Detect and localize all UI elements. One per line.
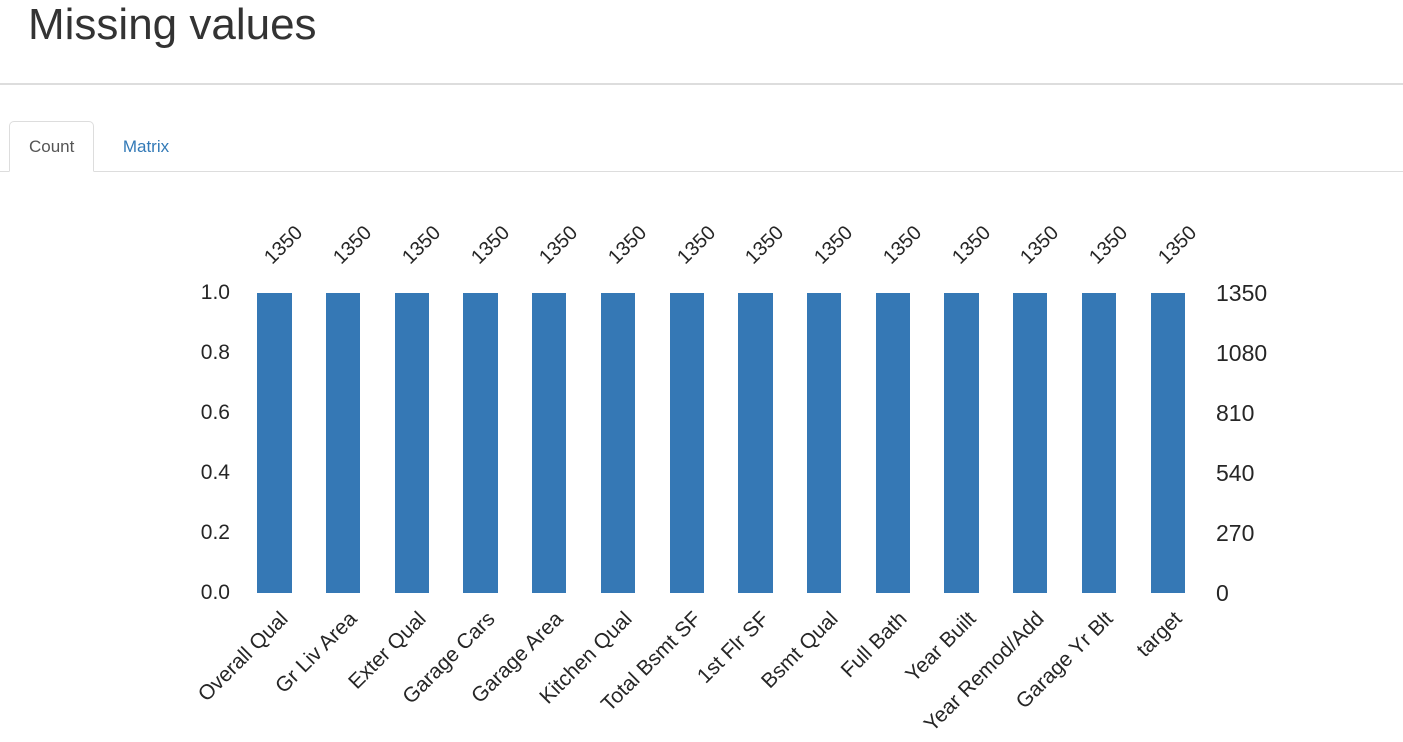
bar bbox=[1150, 293, 1185, 593]
y-axis-left-tick-label: 1.0 bbox=[200, 281, 230, 304]
tab-count[interactable]: Count bbox=[9, 121, 95, 172]
y-axis-left-tick-label: 0.6 bbox=[200, 401, 230, 424]
tab-matrix[interactable]: Matrix bbox=[103, 121, 189, 172]
y-axis-left-tick-label: 0.2 bbox=[200, 521, 230, 544]
header-divider bbox=[0, 83, 1403, 85]
bar-value-label: 1350 bbox=[466, 221, 514, 269]
page-title: Missing values bbox=[28, 0, 317, 49]
y-axis-left-tick-label: 0.0 bbox=[200, 581, 230, 604]
bar bbox=[257, 293, 292, 593]
x-tick-label: target bbox=[1131, 607, 1187, 662]
tab-matrix-label: Matrix bbox=[122, 137, 170, 156]
bar bbox=[394, 293, 429, 593]
y-axis-right-tick-label: 0 bbox=[1216, 580, 1229, 606]
x-tick-label: Full Bath bbox=[836, 607, 912, 683]
bar bbox=[532, 293, 567, 593]
bar bbox=[875, 293, 910, 593]
x-tick-label: Overall Qual bbox=[194, 607, 293, 707]
bar bbox=[325, 293, 361, 593]
bar bbox=[669, 293, 704, 593]
bar-value-label: 1350 bbox=[1153, 221, 1201, 269]
tab-bar: Count Matrix bbox=[0, 121, 1403, 172]
bar-value-label: 1350 bbox=[1016, 221, 1064, 269]
bar-value-label: 1350 bbox=[397, 221, 445, 269]
bar-value-label: 1350 bbox=[947, 221, 995, 269]
bar-value-label: 1350 bbox=[535, 221, 583, 269]
y-axis-right-tick-label: 540 bbox=[1216, 460, 1255, 486]
bar-value-label: 1350 bbox=[260, 221, 308, 269]
bar-value-label: 1350 bbox=[1085, 221, 1133, 269]
bar bbox=[463, 293, 498, 593]
bar bbox=[738, 293, 773, 593]
bar-value-label: 1350 bbox=[810, 221, 858, 269]
bar bbox=[806, 293, 842, 593]
y-axis-right-tick-label: 270 bbox=[1216, 520, 1255, 546]
bar bbox=[600, 293, 636, 593]
y-axis-right-tick-label: 1350 bbox=[1216, 280, 1268, 306]
y-axis-left-tick-label: 0.8 bbox=[200, 341, 230, 364]
bar-value-label: 1350 bbox=[672, 221, 720, 269]
bar bbox=[944, 293, 979, 593]
y-axis-right-tick-label: 810 bbox=[1216, 400, 1255, 426]
bar bbox=[1081, 293, 1117, 593]
tab-count-label: Count bbox=[29, 137, 75, 156]
bar-value-label: 1350 bbox=[329, 221, 377, 269]
bar-value-label: 1350 bbox=[604, 221, 652, 269]
y-axis-left-tick-label: 0.4 bbox=[200, 461, 230, 484]
bar bbox=[1013, 293, 1048, 593]
bar-value-label: 1350 bbox=[741, 221, 789, 269]
missing-values-bar-chart: 1350 Overall Qual 1350 Gr Liv Area 1350 Exter… bbox=[0, 180, 1403, 742]
y-axis-right-tick-label: 1080 bbox=[1216, 340, 1268, 366]
x-tick-label: Year Remod/Add bbox=[919, 607, 1049, 737]
bar-value-label: 1350 bbox=[878, 221, 926, 269]
